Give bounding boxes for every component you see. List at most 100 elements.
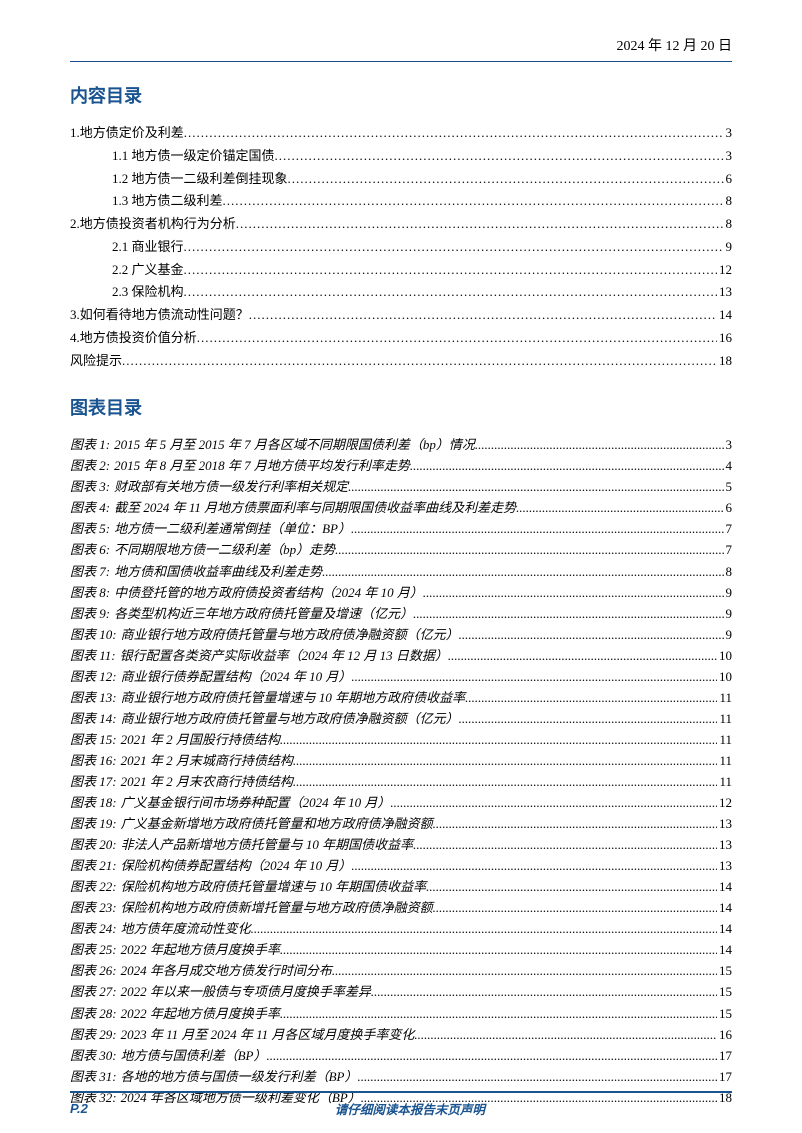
toc-dots (223, 190, 724, 213)
figure-item: 图表 20: 非法人产品新增地方债托管量与 10 年期国债收益率 13 (70, 834, 732, 855)
figure-item: 图表 17: 2021 年 2 月末农商行持债结构 11 (70, 771, 732, 792)
figure-title: 截至 2024 年 11 月地方债票面利率与同期限国债收益率曲线及利差走势 (114, 497, 516, 518)
toc-label: 1.2 地方债一二级利差倒挂现象 (112, 168, 288, 191)
figure-title: 商业银行债券配置结构（2024 年 10 月） (121, 666, 352, 687)
figure-dots (426, 876, 717, 897)
figure-label: 图表 17: (70, 771, 121, 792)
figure-item: 图表 25: 2022 年起地方债月度换手率 14 (70, 939, 732, 960)
figure-title: 各类型机构近三年地方政府债托管量及增速（亿元） (114, 603, 413, 624)
figure-page: 15 (717, 981, 732, 1002)
figure-item: 图表 28: 2022 年起地方债月度换手率 15 (70, 1003, 732, 1024)
figure-title: 2023 年 11 月至 2024 年 11 月各区域月度换手率变化 (121, 1024, 415, 1045)
figure-dots (280, 1003, 717, 1024)
page-container: 2024 年 12 月 20 日 内容目录 1.地方债定价及利差 31.1 地方… (0, 0, 802, 1133)
figure-item: 图表 15: 2021 年 2 月国股行持债结构 11 (70, 729, 732, 750)
toc-page: 18 (717, 350, 732, 373)
toc-page: 3 (724, 122, 733, 145)
toc-dots (184, 259, 717, 282)
figure-item: 图表 2: 2015 年 8 月至 2018 年 7 月地方债平均发行利率走势 … (70, 455, 732, 476)
figure-item: 图表 11: 银行配置各类资产实际收益率（2024 年 12 月 13 日数据）… (70, 645, 732, 666)
toc-item: 1.3 地方债二级利差 8 (70, 190, 732, 213)
toc-list: 1.地方债定价及利差 31.1 地方债一级定价锚定国债 31.2 地方债一二级利… (70, 122, 732, 372)
figure-title: 财政部有关地方债一级发行利率相关规定 (114, 476, 348, 497)
figure-page: 14 (717, 897, 732, 918)
toc-item: 2.地方债投资者机构行为分析 8 (70, 213, 732, 236)
figure-item: 图表 1: 2015 年 5 月至 2015 年 7 月各区域不同期限国债利差（… (70, 434, 732, 455)
figure-label: 图表 29: (70, 1024, 121, 1045)
figure-dots (390, 792, 717, 813)
figure-label: 图表 2: (70, 455, 114, 476)
figure-item: 图表 6: 不同期限地方债一二级利差（bp）走势 7 (70, 539, 732, 560)
figure-title: 2015 年 5 月至 2015 年 7 月各区域不同期限国债利差（bp）情况 (114, 434, 475, 455)
figure-label: 图表 6: (70, 539, 114, 560)
toc-dots (184, 281, 717, 304)
figure-item: 图表 14: 商业银行地方政府债托管量与地方政府债净融资额（亿元） 11 (70, 708, 732, 729)
figure-title: 2021 年 2 月国股行持债结构 (121, 729, 280, 750)
toc-dots (197, 327, 717, 350)
toc-item: 2.3 保险机构 13 (70, 281, 732, 304)
figure-title: 银行配置各类资产实际收益率（2024 年 12 月 13 日数据） (120, 645, 448, 666)
figure-item: 图表 30: 地方债与国债利差（BP） 17 (70, 1045, 732, 1066)
figure-page: 10 (717, 645, 732, 666)
figure-title: 地方债和国债收益率曲线及利差走势 (114, 561, 322, 582)
figure-title: 地方债年度流动性变化 (121, 918, 251, 939)
figure-page: 16 (717, 1024, 732, 1045)
figure-dots (433, 813, 717, 834)
toc-dots (122, 350, 717, 373)
toc-page: 12 (717, 259, 732, 282)
figure-page: 15 (717, 960, 732, 981)
figure-dots (465, 687, 717, 708)
figure-dots (280, 939, 717, 960)
figure-title: 各地的地方债与国债一级发行利差（BP） (121, 1066, 358, 1087)
figure-label: 图表 31: (70, 1066, 121, 1087)
figure-page: 17 (717, 1066, 732, 1087)
figure-label: 图表 1: (70, 434, 114, 455)
figure-dots (335, 539, 723, 560)
figure-label: 图表 11: (70, 645, 120, 666)
toc-page: 8 (724, 190, 733, 213)
toc-item: 2.1 商业银行 9 (70, 236, 732, 259)
figure-title: 2022 年起地方债月度换手率 (121, 1003, 280, 1024)
figure-item: 图表 29: 2023 年 11 月至 2024 年 11 月各区域月度换手率变… (70, 1024, 732, 1045)
toc-page: 16 (717, 327, 732, 350)
figure-label: 图表 8: (70, 582, 114, 603)
figure-item: 图表 8: 中债登托管的地方政府债投资者结构（2024 年 10 月） 9 (70, 582, 732, 603)
figure-title: 2015 年 8 月至 2018 年 7 月地方债平均发行利率走势 (114, 455, 410, 476)
figure-item: 图表 10: 商业银行地方政府债托管量与地方政府债净融资额（亿元） 9 (70, 624, 732, 645)
figure-title: 广义基金新增地方政府债托管量和地方政府债净融资额 (121, 813, 433, 834)
figure-label: 图表 23: (70, 897, 121, 918)
toc-item: 2.2 广义基金 12 (70, 259, 732, 282)
figure-page: 13 (717, 855, 732, 876)
figure-label: 图表 22: (70, 876, 121, 897)
toc-item: 1.2 地方债一二级利差倒挂现象 6 (70, 168, 732, 191)
figure-item: 图表 7: 地方债和国债收益率曲线及利差走势 8 (70, 561, 732, 582)
figure-label: 图表 19: (70, 813, 121, 834)
figure-title: 中债登托管的地方政府债投资者结构（2024 年 10 月） (114, 582, 423, 603)
figure-title: 2024 年各月成交地方债发行时间分布 (121, 960, 332, 981)
figure-title: 商业银行地方政府债托管量与地方政府债净融资额（亿元） (121, 624, 459, 645)
page-number: P.2 (70, 1101, 88, 1116)
toc-label: 2.2 广义基金 (112, 259, 184, 282)
toc-label: 2.1 商业银行 (112, 236, 184, 259)
figure-page: 8 (724, 561, 733, 582)
toc-item: 4.地方债投资价值分析 16 (70, 327, 732, 350)
figure-dots (266, 1045, 717, 1066)
figure-label: 图表 15: (70, 729, 121, 750)
figure-item: 图表 18: 广义基金银行间市场券种配置（2024 年 10 月） 12 (70, 792, 732, 813)
figure-label: 图表 24: (70, 918, 121, 939)
figure-label: 图表 5: (70, 518, 114, 539)
figure-dots (348, 476, 723, 497)
figure-title: 保险机构债券配置结构（2024 年 10 月） (121, 855, 352, 876)
figure-page: 11 (717, 771, 732, 792)
figure-page: 7 (724, 518, 733, 539)
figure-item: 图表 4: 截至 2024 年 11 月地方债票面利率与同期限国债收益率曲线及利… (70, 497, 732, 518)
figure-page: 6 (724, 497, 733, 518)
figure-dots (414, 1024, 717, 1045)
figure-dots (293, 750, 718, 771)
figure-item: 图表 19: 广义基金新增地方政府债托管量和地方政府债净融资额 13 (70, 813, 732, 834)
figure-page: 13 (717, 834, 732, 855)
figure-item: 图表 31: 各地的地方债与国债一级发行利差（BP） 17 (70, 1066, 732, 1087)
toc-dots (184, 236, 724, 259)
footer-disclaimer: 请仔细阅读本报告末页声明 (88, 1099, 732, 1118)
figure-page: 14 (717, 939, 732, 960)
